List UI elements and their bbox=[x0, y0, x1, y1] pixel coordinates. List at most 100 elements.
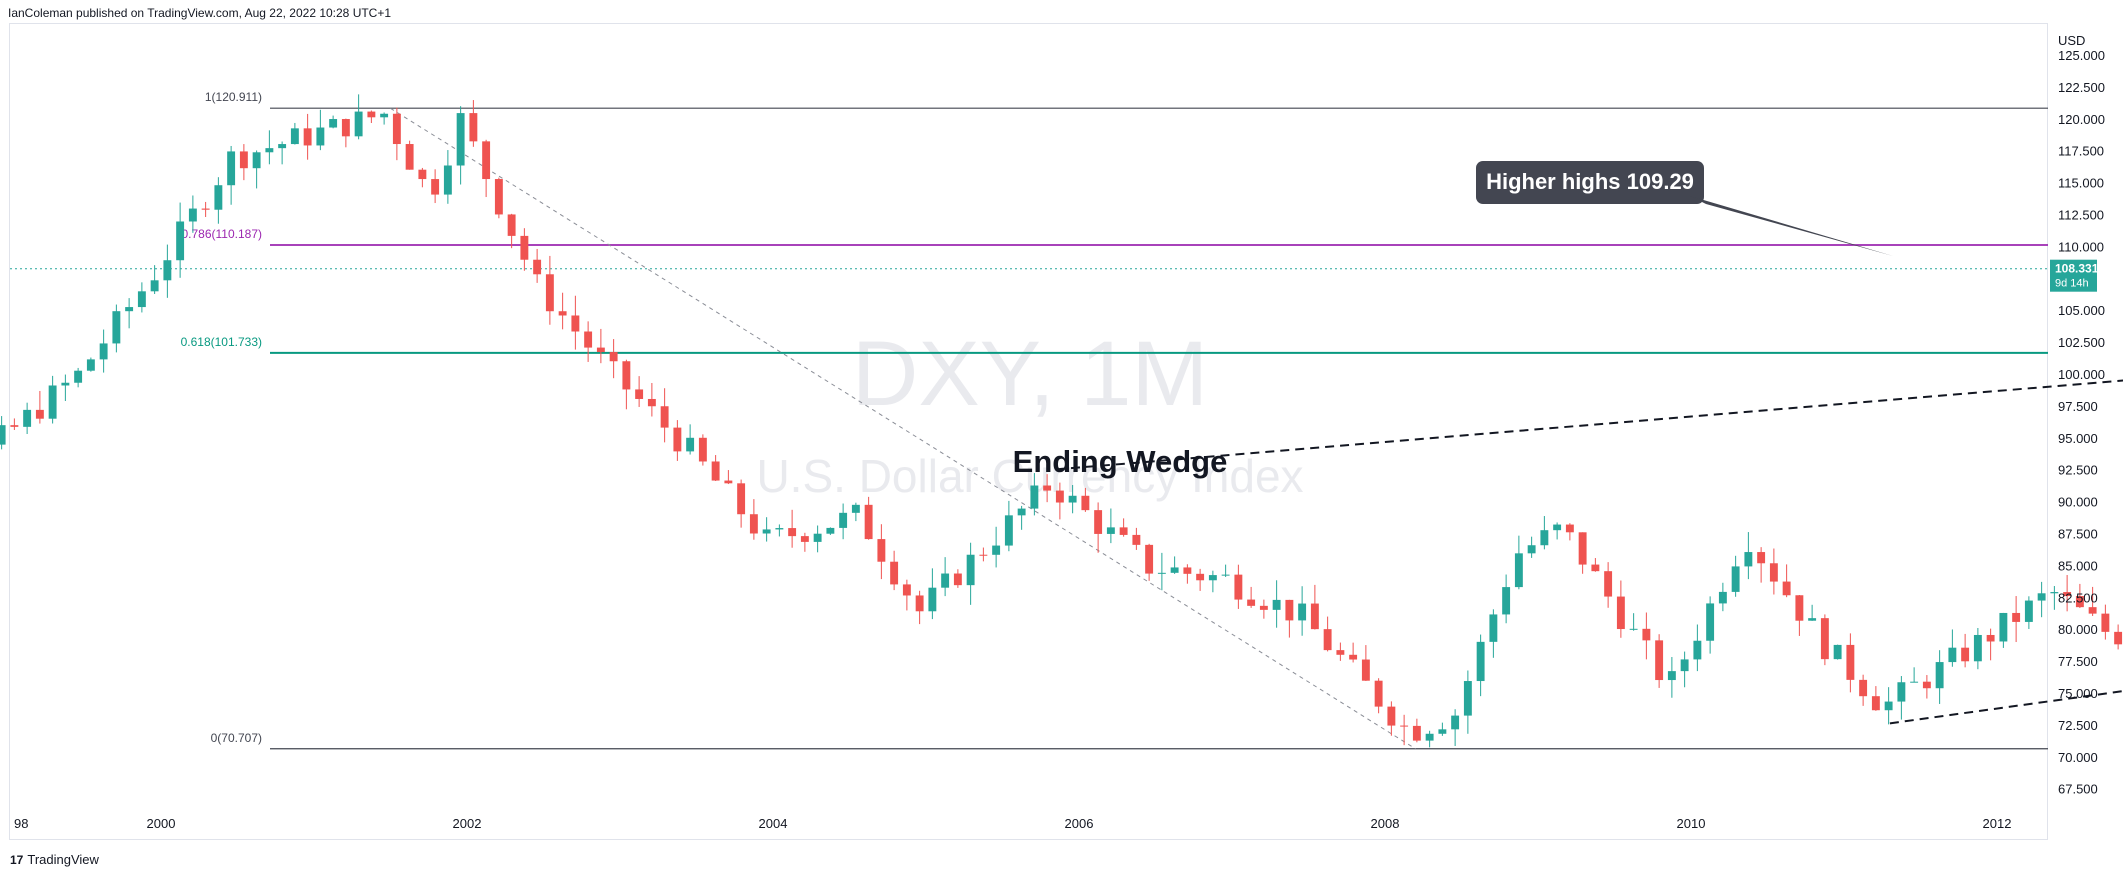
candle-body[interactable] bbox=[596, 347, 605, 353]
candle-body[interactable] bbox=[35, 409, 44, 419]
candle-body[interactable] bbox=[775, 528, 784, 530]
candle-body[interactable] bbox=[953, 573, 962, 586]
candle-body[interactable] bbox=[1897, 682, 1906, 702]
candle-body[interactable] bbox=[1910, 681, 1919, 683]
candle-body[interactable] bbox=[380, 113, 389, 118]
candle-body[interactable] bbox=[1667, 671, 1676, 681]
candle-body[interactable] bbox=[1859, 679, 1868, 697]
candle-body[interactable] bbox=[1336, 650, 1345, 655]
candle-body[interactable] bbox=[86, 359, 95, 371]
candle-body[interactable] bbox=[826, 527, 835, 534]
candle-body[interactable] bbox=[2088, 607, 2097, 614]
candle-body[interactable] bbox=[61, 382, 70, 386]
candle-body[interactable] bbox=[469, 113, 478, 142]
chart-frame[interactable] bbox=[9, 23, 2048, 840]
candle-body[interactable] bbox=[1119, 527, 1128, 535]
candle-body[interactable] bbox=[737, 483, 746, 515]
candle-body[interactable] bbox=[341, 119, 350, 137]
candle-body[interactable] bbox=[1808, 618, 1817, 621]
candle-body[interactable] bbox=[698, 437, 707, 462]
candle-body[interactable] bbox=[1259, 605, 1268, 610]
candle-body[interactable] bbox=[1782, 581, 1791, 596]
candle-body[interactable] bbox=[584, 331, 593, 348]
candle-body[interactable] bbox=[48, 385, 57, 419]
callout-box[interactable] bbox=[1476, 161, 1704, 204]
candle-body[interactable] bbox=[1795, 595, 1804, 621]
candle-body[interactable] bbox=[1680, 659, 1689, 672]
tradingview-footer[interactable]: 17 TradingView bbox=[10, 852, 99, 867]
candle-body[interactable] bbox=[1004, 515, 1013, 546]
candle-body[interactable] bbox=[354, 111, 363, 137]
candle-body[interactable] bbox=[1017, 508, 1026, 516]
candle-body[interactable] bbox=[1591, 564, 1600, 572]
candle-body[interactable] bbox=[1527, 545, 1536, 554]
candle-body[interactable] bbox=[1285, 599, 1294, 621]
candle-body[interactable] bbox=[1744, 552, 1753, 567]
candle-body[interactable] bbox=[1400, 725, 1409, 727]
candle-body[interactable] bbox=[941, 573, 950, 588]
candle-body[interactable] bbox=[507, 214, 516, 236]
candle-body[interactable] bbox=[1489, 614, 1498, 642]
candle-body[interactable] bbox=[520, 235, 529, 260]
candle-body[interactable] bbox=[1157, 572, 1166, 574]
candle-body[interactable] bbox=[1298, 603, 1307, 621]
candle-body[interactable] bbox=[686, 437, 695, 452]
candle-body[interactable] bbox=[1655, 640, 1664, 681]
candle-body[interactable] bbox=[1502, 587, 1511, 615]
candle-body[interactable] bbox=[864, 504, 873, 540]
candle-body[interactable] bbox=[482, 141, 491, 180]
candle-body[interactable] bbox=[762, 529, 771, 534]
candle-body[interactable] bbox=[188, 208, 197, 222]
candle-body[interactable] bbox=[1884, 701, 1893, 711]
candle-body[interactable] bbox=[1183, 567, 1192, 574]
candle-body[interactable] bbox=[290, 128, 299, 145]
candle-body[interactable] bbox=[1578, 532, 1587, 565]
candle-body[interactable] bbox=[1922, 681, 1931, 689]
candle-body[interactable] bbox=[1208, 575, 1217, 581]
candle-body[interactable] bbox=[1132, 534, 1141, 545]
candle-body[interactable] bbox=[979, 554, 988, 556]
candle-body[interactable] bbox=[1846, 644, 1855, 680]
candle-body[interactable] bbox=[851, 504, 860, 513]
candle-body[interactable] bbox=[1043, 485, 1052, 491]
candle-body[interactable] bbox=[1476, 641, 1485, 682]
candle-body[interactable] bbox=[1310, 603, 1319, 630]
candle-body[interactable] bbox=[150, 280, 159, 292]
candle-body[interactable] bbox=[1196, 573, 1205, 581]
candle-body[interactable] bbox=[303, 128, 312, 146]
candle-body[interactable] bbox=[1948, 647, 1957, 663]
candle-body[interactable] bbox=[1387, 706, 1396, 726]
candle-body[interactable] bbox=[494, 179, 503, 215]
candle-body[interactable] bbox=[558, 311, 567, 316]
candle-body[interactable] bbox=[915, 595, 924, 612]
candle-body[interactable] bbox=[1769, 563, 1778, 582]
candle-body[interactable] bbox=[2063, 592, 2072, 597]
candle-body[interactable] bbox=[928, 587, 937, 612]
candle-body[interactable] bbox=[1234, 574, 1243, 600]
candle-body[interactable] bbox=[992, 545, 1001, 555]
candle-body[interactable] bbox=[329, 119, 338, 128]
candle-body[interactable] bbox=[239, 151, 248, 169]
candle-body[interactable] bbox=[176, 221, 185, 261]
candle-body[interactable] bbox=[1718, 591, 1727, 604]
fib-trend-line[interactable] bbox=[390, 107, 1416, 750]
candle-body[interactable] bbox=[0, 425, 6, 445]
candle-body[interactable] bbox=[2037, 593, 2046, 601]
candle-body[interactable] bbox=[1451, 715, 1460, 730]
candle-body[interactable] bbox=[1731, 566, 1740, 592]
candle-body[interactable] bbox=[1604, 571, 1613, 597]
candle-body[interactable] bbox=[966, 554, 975, 586]
candle-body[interactable] bbox=[405, 144, 414, 170]
candle-body[interactable] bbox=[1616, 596, 1625, 630]
candle-body[interactable] bbox=[1935, 662, 1944, 689]
candle-body[interactable] bbox=[2050, 592, 2059, 594]
candle-body[interactable] bbox=[2075, 596, 2084, 608]
candle-body[interactable] bbox=[1030, 485, 1039, 509]
candle-body[interactable] bbox=[1757, 552, 1766, 564]
candle-body[interactable] bbox=[1629, 628, 1638, 630]
candle-body[interactable] bbox=[23, 409, 32, 427]
candle-body[interactable] bbox=[1642, 628, 1651, 641]
candle-body[interactable] bbox=[1272, 599, 1281, 610]
candle-body[interactable] bbox=[1973, 634, 1982, 662]
candle-body[interactable] bbox=[201, 208, 210, 210]
